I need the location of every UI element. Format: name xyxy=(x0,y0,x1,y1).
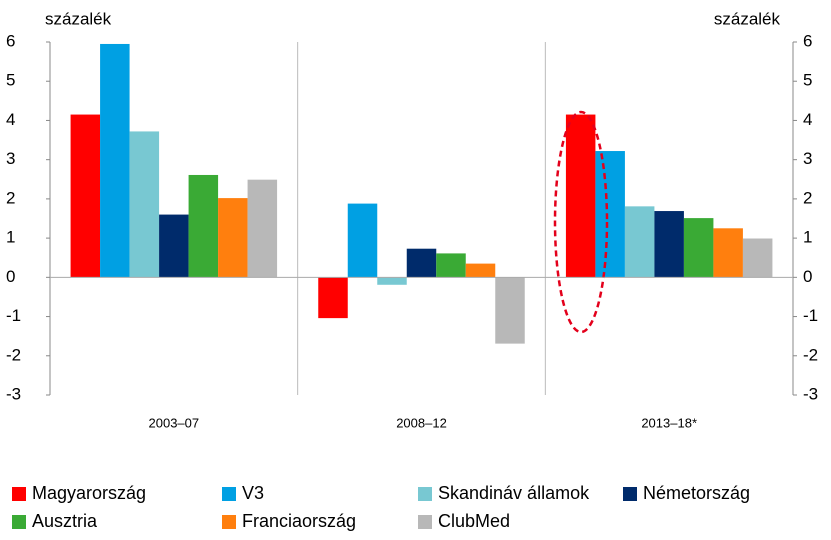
y2-tick-label: 2 xyxy=(803,188,812,207)
legend-label: Magyarország xyxy=(32,483,146,503)
y2-tick-label: 4 xyxy=(803,110,812,129)
bar xyxy=(347,203,378,278)
bar xyxy=(683,218,714,278)
bar xyxy=(406,248,437,278)
bar xyxy=(595,151,625,278)
y-tick-label: 3 xyxy=(6,149,15,168)
legend-swatch xyxy=(12,487,26,501)
bar xyxy=(654,211,684,278)
legend-swatch xyxy=(222,515,236,529)
y2-tick-label: 0 xyxy=(803,267,812,286)
bar xyxy=(495,277,525,344)
bar xyxy=(188,174,219,278)
bar xyxy=(218,198,248,278)
bar xyxy=(565,114,596,278)
y2-tick-label: -3 xyxy=(803,384,818,403)
bar xyxy=(624,206,655,278)
y-tick-label: 0 xyxy=(6,267,15,286)
legend-label: Franciaország xyxy=(242,511,356,531)
y-tick-label: 6 xyxy=(6,31,15,50)
x-tick-label: 2008–12 xyxy=(396,415,447,430)
bar xyxy=(742,238,773,278)
y-axis-label: százalék xyxy=(45,9,112,28)
y2-tick-label: -1 xyxy=(803,306,818,325)
legend-label: ClubMed xyxy=(438,511,510,531)
bar xyxy=(159,214,189,278)
bar xyxy=(713,228,743,278)
y-tick-label: 5 xyxy=(6,71,15,90)
y2-tick-label: -2 xyxy=(803,345,818,364)
legend-label: V3 xyxy=(242,483,264,503)
y-tick-label: -1 xyxy=(6,306,21,325)
legend-swatch xyxy=(222,487,236,501)
y2-tick-label: 6 xyxy=(803,31,812,50)
bar xyxy=(436,253,466,278)
y2-tick-label: 1 xyxy=(803,228,812,247)
bar xyxy=(465,263,496,278)
bar xyxy=(100,43,130,278)
legend-swatch xyxy=(623,487,637,501)
y2-tick-label: 3 xyxy=(803,149,812,168)
legend-label: Skandináv államok xyxy=(438,483,590,503)
legend-swatch xyxy=(418,515,432,529)
x-tick-label: 2013–18* xyxy=(641,415,697,430)
legend-swatch xyxy=(12,515,26,529)
highlight-ellipse xyxy=(553,110,609,334)
y-tick-label: 1 xyxy=(6,228,15,247)
legend-label: Ausztria xyxy=(32,511,98,531)
y2-axis-label: százalék xyxy=(714,9,781,28)
x-tick-label: 2003–07 xyxy=(149,415,200,430)
y-tick-label: -3 xyxy=(6,384,21,403)
bar xyxy=(377,277,407,285)
y2-tick-label: 5 xyxy=(803,71,812,90)
y-tick-label: 4 xyxy=(6,110,15,129)
legend-label: Németország xyxy=(643,483,750,503)
bar xyxy=(129,131,160,278)
y-tick-label: 2 xyxy=(6,188,15,207)
bar xyxy=(247,179,278,278)
bar xyxy=(318,277,348,319)
legend-swatch xyxy=(418,487,432,501)
y-tick-label: -2 xyxy=(6,345,21,364)
bar xyxy=(70,114,101,278)
